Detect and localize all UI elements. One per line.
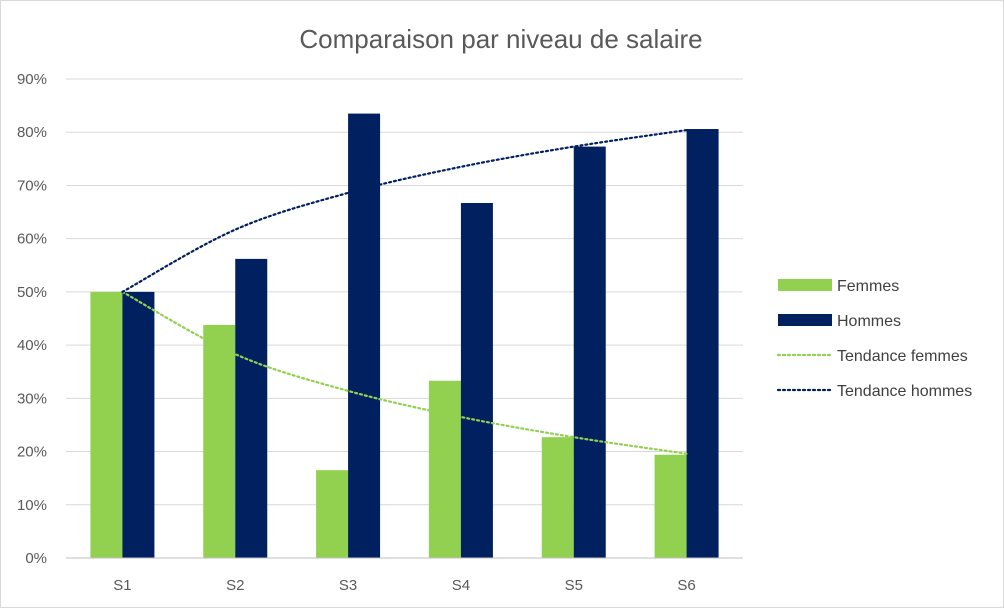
legend-label: Tendance hommes <box>837 383 972 400</box>
bar-hommes-s4 <box>460 203 493 558</box>
legend-label: Tendance femmes <box>837 348 968 365</box>
legend-label: Femmes <box>837 278 899 295</box>
y-tick-label: 50% <box>17 284 47 301</box>
bar-hommes-s1 <box>122 291 155 558</box>
x-tick-label: S5 <box>565 577 583 594</box>
x-tick-label: S6 <box>677 577 695 594</box>
x-tick-label: S1 <box>113 577 131 594</box>
legend-item-tendance-femmes: Tendance femmes <box>776 348 968 365</box>
bar-femmes-s2 <box>203 324 236 558</box>
bars <box>90 113 719 559</box>
legend-swatch <box>778 314 832 326</box>
y-tick-label: 80% <box>17 124 47 141</box>
legend-item-tendance-hommes: Tendance hommes <box>776 383 972 400</box>
bar-hommes-s2 <box>235 258 268 558</box>
gridlines <box>66 78 743 506</box>
x-tick-label: S2 <box>226 577 244 594</box>
y-tick-label: 0% <box>25 550 47 567</box>
y-tick-label: 40% <box>17 337 47 354</box>
trendlines <box>121 128 688 455</box>
trendline-tendance-femmes <box>121 290 688 455</box>
bar-femmes-s5 <box>541 437 574 558</box>
legend-swatch <box>778 279 832 291</box>
y-tick-label: 10% <box>17 497 47 514</box>
bar-hommes-s6 <box>686 129 719 559</box>
y-tick-label: 70% <box>17 177 47 194</box>
bar-femmes-s3 <box>316 470 349 558</box>
bar-femmes-s6 <box>654 454 687 558</box>
bar-femmes-s1 <box>90 291 123 558</box>
chart-title: Comparaison par niveau de salaire <box>299 24 702 54</box>
bar-femmes-s4 <box>428 380 461 558</box>
bar-hommes-s5 <box>573 146 606 558</box>
legend-item-hommes: Hommes <box>778 313 901 330</box>
bar-hommes-s3 <box>348 113 381 558</box>
x-axis-ticks: S1 S2 S3 S4 S5 S6 <box>113 577 696 594</box>
legend-item-femmes: Femmes <box>778 278 899 295</box>
trendline-tendance-hommes <box>121 128 688 293</box>
legend: Femmes Hommes Tendance femmes Tendance homm… <box>776 278 972 400</box>
y-tick-label: 30% <box>17 390 47 407</box>
y-tick-label: 60% <box>17 231 47 248</box>
y-tick-label: 90% <box>17 71 47 88</box>
y-axis-ticks: 0% 10% 20% 30% 40% 50% 60% 70% 80% 90% <box>17 71 47 567</box>
legend-label: Hommes <box>837 313 901 330</box>
x-tick-label: S4 <box>452 577 470 594</box>
y-tick-label: 20% <box>17 444 47 461</box>
x-tick-label: S3 <box>339 577 357 594</box>
